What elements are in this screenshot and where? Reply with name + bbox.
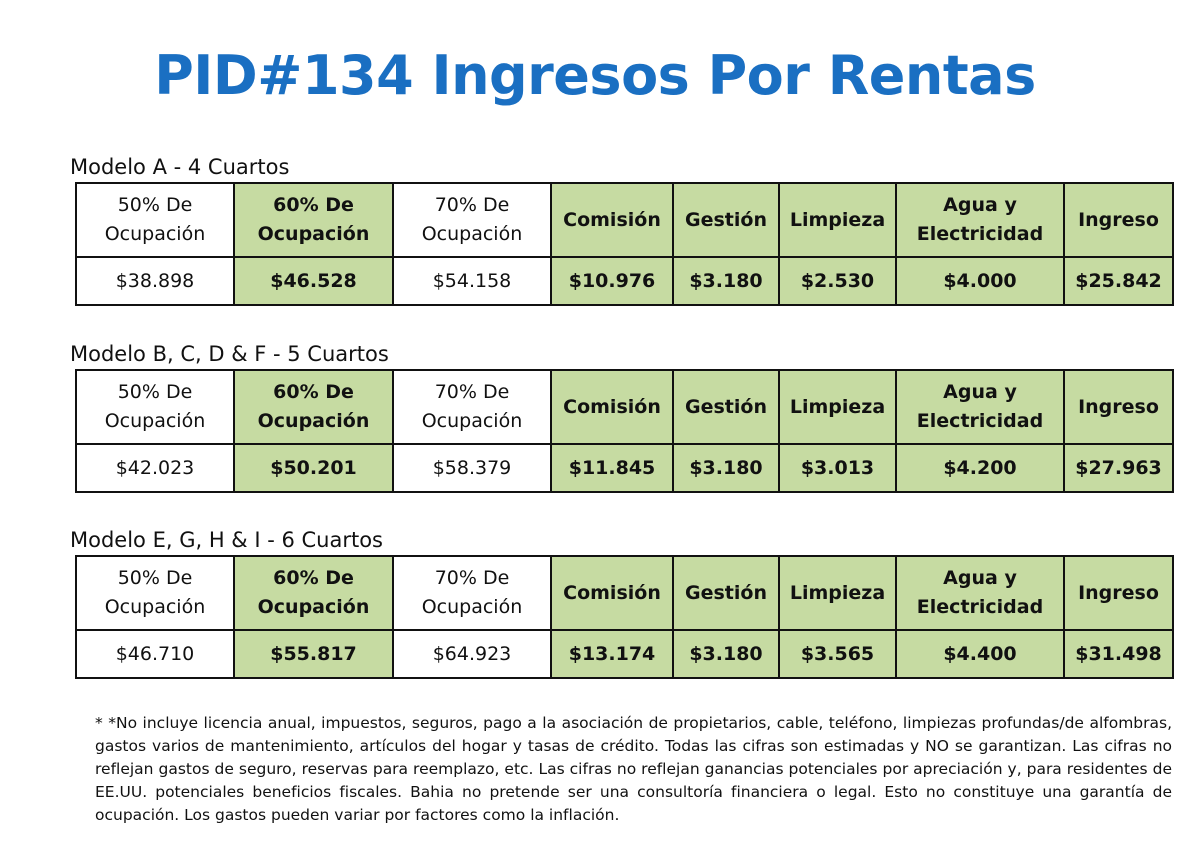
table-caption: Modelo E, G, H & I - 6 Cuartos: [70, 528, 383, 552]
header-cell: Comisión: [550, 369, 674, 445]
value-cell: $46.710: [75, 629, 235, 679]
header-cell: Ingreso: [1063, 369, 1174, 445]
header-cell: Agua y Electricidad: [895, 369, 1065, 445]
header-cell: Ingreso: [1063, 555, 1174, 631]
header-cell: Gestión: [672, 182, 780, 258]
header-cell: Gestión: [672, 555, 780, 631]
header-cell: 50% De Ocupación: [75, 555, 235, 631]
value-cell: $25.842: [1063, 256, 1174, 306]
header-row: 50% De Ocupación 60% De Ocupación 70% De O…: [75, 369, 1174, 445]
value-cell: $64.923: [392, 629, 552, 679]
header-cell: 50% De Ocupación: [75, 369, 235, 445]
title: PID#134 Ingresos Por Rentas: [154, 44, 1036, 107]
header-cell: Ingreso: [1063, 182, 1174, 258]
value-row: $42.023 $50.201 $58.379 $11.845 $3.180 $3.013…: [75, 443, 1174, 493]
value-cell: $4.400: [895, 629, 1065, 679]
value-cell: $3.013: [778, 443, 897, 493]
value-cell: $4.000: [895, 256, 1065, 306]
footnote: * *No incluye licencia anual, impuestos,…: [95, 714, 1172, 824]
table-block: Modelo E, G, H & I - 6 Cuartos 50% De Ocu…: [70, 527, 1174, 679]
header-cell: 60% De Ocupación: [233, 369, 394, 445]
header-cell: Comisión: [550, 182, 674, 258]
value-cell: $4.200: [895, 443, 1065, 493]
value-cell: $3.180: [672, 443, 780, 493]
header-cell: Gestión: [672, 369, 780, 445]
header-cell: 70% De Ocupación: [392, 182, 552, 258]
header-cell: 70% De Ocupación: [392, 555, 552, 631]
value-cell: $11.845: [550, 443, 674, 493]
header-cell: 60% De Ocupación: [233, 555, 394, 631]
table: 50% De Ocupación 60% De Ocupación 70% De O…: [75, 182, 1174, 306]
value-cell: $3.565: [778, 629, 897, 679]
value-cell: $27.963: [1063, 443, 1174, 493]
header-cell: 50% De Ocupación: [75, 182, 235, 258]
header-cell: 70% De Ocupación: [392, 369, 552, 445]
value-cell: $10.976: [550, 256, 674, 306]
header-cell: Limpieza: [778, 369, 897, 445]
header-cell: 60% De Ocupación: [233, 182, 394, 258]
value-cell: $13.174: [550, 629, 674, 679]
header-row: 50% De Ocupación 60% De Ocupación 70% De O…: [75, 555, 1174, 631]
value-row: $38.898 $46.528 $54.158 $10.976 $3.180 $2.530…: [75, 256, 1174, 306]
table-caption: Modelo A - 4 Cuartos: [70, 155, 290, 179]
header-cell: Limpieza: [778, 182, 897, 258]
header-cell: Limpieza: [778, 555, 897, 631]
value-cell: $50.201: [233, 443, 394, 493]
table: 50% De Ocupación 60% De Ocupación 70% De O…: [75, 369, 1174, 493]
value-cell: $38.898: [75, 256, 235, 306]
table: 50% De Ocupación 60% De Ocupación 70% De O…: [75, 555, 1174, 679]
value-cell: $46.528: [233, 256, 394, 306]
value-cell: $3.180: [672, 256, 780, 306]
header-cell: Comisión: [550, 555, 674, 631]
value-cell: $42.023: [75, 443, 235, 493]
value-cell: $3.180: [672, 629, 780, 679]
value-cell: $58.379: [392, 443, 552, 493]
header-cell: Agua y Electricidad: [895, 555, 1065, 631]
table-caption: Modelo B, C, D & F - 5 Cuartos: [70, 342, 389, 366]
value-cell: $31.498: [1063, 629, 1174, 679]
table-block: Modelo A - 4 Cuartos 50% De Ocupación 60% …: [70, 154, 1174, 306]
value-cell: $55.817: [233, 629, 394, 679]
header-row: 50% De Ocupación 60% De Ocupación 70% De O…: [75, 182, 1174, 258]
value-cell: $2.530: [778, 256, 897, 306]
value-row: $46.710 $55.817 $64.923 $13.174 $3.180 $3.565…: [75, 629, 1174, 679]
value-cell: $54.158: [392, 256, 552, 306]
header-cell: Agua y Electricidad: [895, 182, 1065, 258]
table-block: Modelo B, C, D & F - 5 Cuartos 50% De Ocu…: [70, 341, 1174, 493]
